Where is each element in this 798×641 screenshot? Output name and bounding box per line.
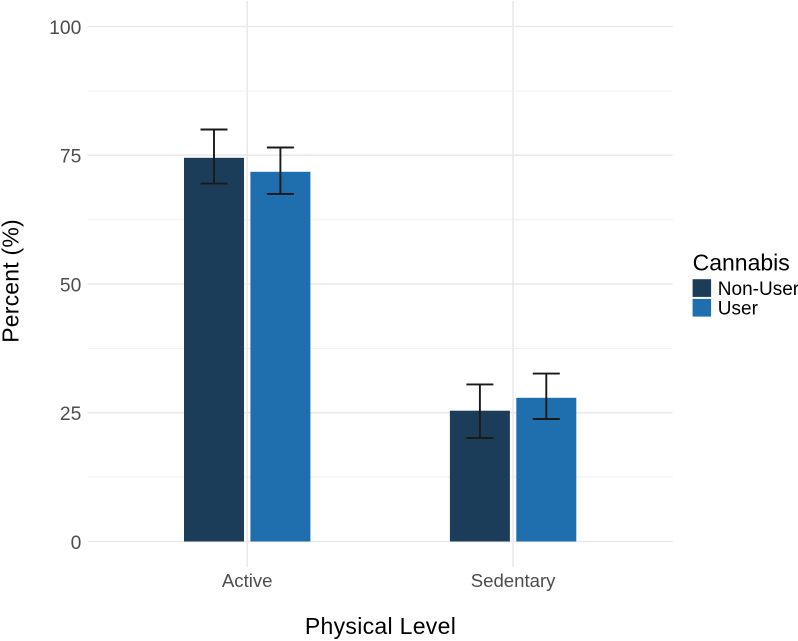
svg-text:Active: Active xyxy=(222,570,273,591)
svg-text:Physical Level: Physical Level xyxy=(305,613,456,639)
svg-text:50: 50 xyxy=(60,275,81,296)
svg-text:Percent (%): Percent (%) xyxy=(0,219,23,343)
svg-text:Non-User: Non-User xyxy=(718,279,798,300)
svg-text:100: 100 xyxy=(49,18,81,39)
svg-text:Cannabis: Cannabis xyxy=(693,249,790,275)
svg-text:User: User xyxy=(718,299,759,320)
svg-text:Sedentary: Sedentary xyxy=(471,570,556,591)
svg-text:0: 0 xyxy=(71,533,82,554)
svg-text:25: 25 xyxy=(60,404,81,425)
svg-text:75: 75 xyxy=(60,147,81,168)
